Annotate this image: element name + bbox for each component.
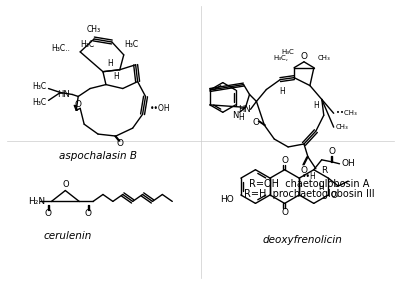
Text: H: H [319,183,324,191]
Text: ••OH: ••OH [150,104,170,113]
Text: O: O [328,147,335,156]
Text: HN: HN [57,90,70,99]
Text: CH₃: CH₃ [87,25,101,34]
Text: ••CH₃: ••CH₃ [336,110,356,116]
Text: CH₃: CH₃ [318,55,330,61]
Text: H₃C: H₃C [80,40,94,49]
Text: N: N [233,111,239,120]
Text: R=H  prochaetoglobosin III: R=H prochaetoglobosin III [244,189,374,199]
Text: H₃C: H₃C [32,82,47,91]
Text: O: O [281,208,288,217]
Text: deoxyfrenolicin: deoxyfrenolicin [262,235,342,245]
Text: aspochalasin B: aspochalasin B [59,151,137,161]
Text: O: O [300,52,308,61]
Text: H: H [239,113,245,122]
Text: cerulenin: cerulenin [43,231,91,241]
Text: H₃C..: H₃C.. [51,44,70,53]
Text: H₃C: H₃C [124,40,138,49]
Text: OH: OH [342,159,355,168]
Text: HN: HN [238,105,251,114]
Text: H₃C,: H₃C, [273,55,288,61]
Text: O: O [253,118,260,127]
Text: H: H [313,101,319,110]
Text: H₂N: H₂N [28,197,45,206]
Text: H: H [107,59,113,68]
Text: H: H [279,87,285,96]
Text: O: O [116,139,123,149]
Text: H₃C: H₃C [282,49,294,55]
Text: H₃C: H₃C [32,98,47,107]
Text: O: O [75,100,82,109]
Text: O: O [281,156,288,165]
Text: O: O [85,209,91,218]
Text: O: O [44,209,51,218]
Text: ••H: ••H [302,172,317,181]
Text: HO: HO [220,195,234,204]
Text: H: H [113,72,119,81]
Text: O: O [300,166,308,175]
Text: O: O [62,180,69,189]
Text: R=OH  chaetoglobosin A: R=OH chaetoglobosin A [249,179,369,189]
Text: CH₃: CH₃ [336,124,348,130]
Text: O: O [330,191,337,201]
Text: R: R [321,166,327,175]
